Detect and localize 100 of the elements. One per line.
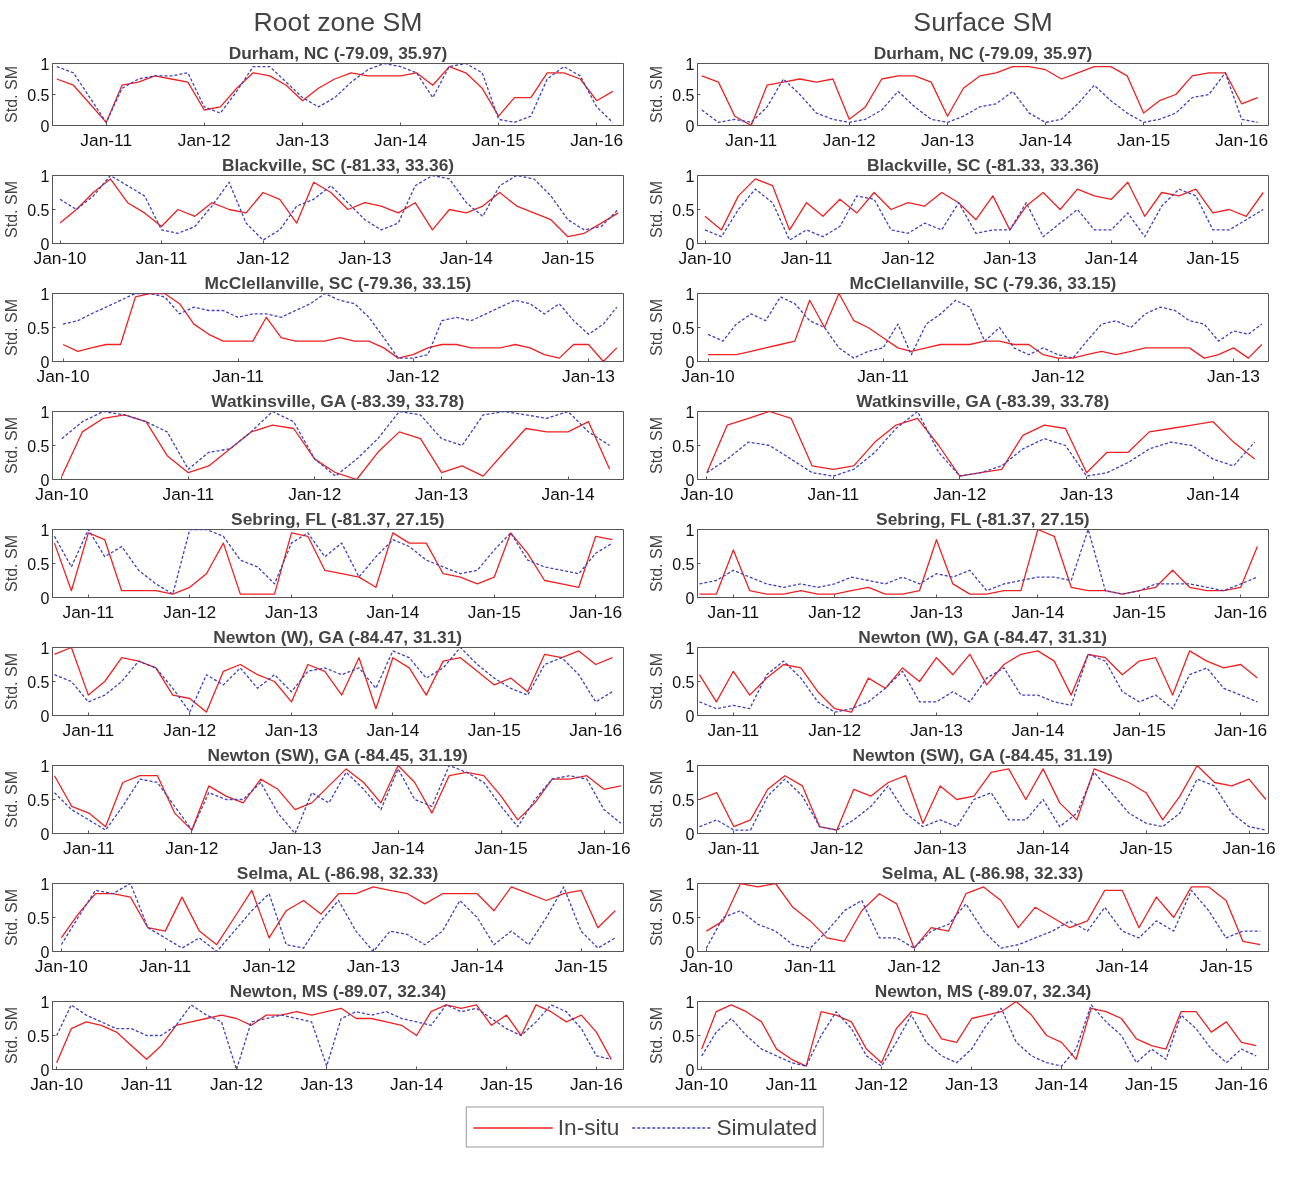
x-tick-label: Jan-14 — [1035, 1073, 1089, 1094]
x-tick-label: Jan-11 — [80, 129, 133, 150]
y-tick-label: 0.5 — [672, 437, 695, 455]
x-tick-label: Jan-13 — [913, 837, 967, 858]
x-tick-label: Jan-13 — [562, 365, 615, 386]
x-tick-label: Jan-12 — [1031, 365, 1085, 386]
x-tick-label: Jan-14 — [450, 955, 505, 976]
x-tick-label: Jan-15 — [1119, 837, 1173, 858]
chart-title: Newton, MS (-89.07, 32.34) — [229, 981, 447, 1001]
y-axis-title: Std. SM — [3, 181, 21, 238]
y-tick-label: 0.5 — [27, 909, 50, 927]
y-tick-label: 0 — [685, 707, 695, 725]
x-tick-label: Jan-11 — [784, 955, 837, 976]
y-tick-label: 1 — [40, 993, 50, 1011]
x-tick-label: Jan-12 — [810, 837, 864, 858]
x-tick-label: Jan-13 — [268, 837, 322, 858]
x-tick-label: Jan-14 — [374, 129, 428, 150]
x-tick-label: Jan-13 — [338, 247, 392, 268]
y-axis-title: Std. SM — [648, 889, 666, 946]
y-tick-label: 1 — [685, 993, 695, 1011]
chart-title: Newton (W), GA (-84.47, 31.31) — [213, 627, 463, 647]
y-tick-label: 1 — [40, 757, 50, 775]
x-tick-label: Jan-12 — [242, 955, 296, 976]
x-tick-label: Jan-12 — [386, 365, 440, 386]
x-tick-label: Jan-16 — [1215, 129, 1269, 150]
x-tick-label: Jan-14 — [390, 1073, 444, 1094]
y-axis-title: Std. SM — [3, 66, 21, 123]
y-axis-title: Std. SM — [648, 771, 666, 828]
x-tick-label: Jan-13 — [1207, 365, 1260, 386]
x-tick-label: Jan-11 — [807, 483, 860, 504]
x-tick-label: Jan-14 — [1095, 955, 1150, 976]
x-tick-label: Jan-16 — [569, 601, 623, 622]
x-tick-label: Jan-12 — [177, 129, 231, 150]
y-tick-label: 1 — [685, 639, 695, 657]
x-tick-label: Jan-14 — [439, 247, 494, 268]
x-tick-label: Jan-16 — [1222, 837, 1276, 858]
x-tick-label: Jan-13 — [264, 601, 318, 622]
text: Surface SM — [913, 6, 1053, 37]
x-tick-label: Jan-13 — [909, 601, 963, 622]
chart-title: McClellanville, SC (-79.36, 33.15) — [204, 273, 472, 293]
x-tick-label: Jan-16 — [577, 837, 631, 858]
x-tick-label: Jan-11 — [708, 837, 760, 858]
y-tick-label: 0.5 — [672, 791, 695, 809]
x-tick-label: Jan-12 — [163, 719, 217, 740]
x-tick-label: Jan-12 — [288, 483, 342, 504]
x-tick-label: Jan-13 — [1060, 483, 1114, 504]
y-tick-label: 0.5 — [27, 201, 50, 219]
x-tick-label: Jan-12 — [808, 601, 862, 622]
y-tick-label: 1 — [685, 167, 695, 185]
y-axis-title: Std. SM — [3, 1007, 21, 1064]
chart-title: Watkinsville, GA (-83.39, 33.78) — [211, 391, 465, 411]
y-tick-label: 0.5 — [27, 791, 50, 809]
x-tick-label: Jan-14 — [1016, 837, 1070, 858]
y-tick-label: 0.5 — [27, 1027, 50, 1045]
y-axis-title: Std. SM — [648, 299, 666, 356]
y-tick-label: 1 — [40, 521, 50, 539]
chart-title: Sebring, FL (-81.37, 27.15) — [231, 509, 445, 529]
y-tick-label: 0.5 — [672, 201, 695, 219]
x-tick-label: Jan-15 — [467, 719, 521, 740]
x-tick-label: Jan-12 — [822, 129, 876, 150]
x-tick-label: Jan-11 — [62, 719, 115, 740]
y-axis-title: Std. SM — [648, 181, 666, 238]
y-tick-label: 0 — [685, 589, 695, 607]
chart-title: Blackville, SC (-81.33, 33.36) — [221, 155, 455, 175]
x-tick-label: Jan-12 — [808, 719, 862, 740]
x-tick-label: Jan-11 — [212, 365, 264, 386]
chart-title: McClellanville, SC (-79.36, 33.15) — [849, 273, 1117, 293]
x-tick-label: Jan-14 — [1019, 129, 1073, 150]
x-tick-label: Jan-15 — [541, 247, 595, 268]
y-tick-label: 0 — [40, 117, 50, 135]
y-axis-title: Std. SM — [3, 535, 21, 592]
x-tick-label: Jan-13 — [909, 719, 963, 740]
chart-title: Sebring, FL (-81.37, 27.15) — [876, 509, 1090, 529]
y-tick-label: 0.5 — [672, 555, 695, 573]
x-tick-label: Jan-16 — [570, 129, 624, 150]
x-tick-label: Jan-13 — [945, 1073, 999, 1094]
x-tick-label: Jan-14 — [1011, 719, 1065, 740]
x-tick-label: Jan-12 — [887, 955, 941, 976]
y-tick-label: 0.5 — [27, 673, 50, 691]
chart-title: Watkinsville, GA (-83.39, 33.78) — [856, 391, 1110, 411]
x-tick-label: Jan-15 — [474, 837, 528, 858]
x-tick-label: Jan-16 — [1214, 1073, 1268, 1094]
y-tick-label: 0.5 — [672, 909, 695, 927]
x-tick-label: Jan-13 — [415, 483, 469, 504]
x-tick-label: Jan-15 — [1186, 247, 1240, 268]
y-tick-label: 1 — [685, 403, 695, 421]
y-axis-title: Std. SM — [3, 299, 21, 356]
x-tick-label: Jan-12 — [236, 247, 290, 268]
x-tick-label: Jan-11 — [139, 955, 192, 976]
y-tick-label: 0.5 — [672, 86, 695, 104]
y-tick-label: 0.5 — [672, 319, 695, 337]
x-tick-label: Jan-15 — [1112, 601, 1166, 622]
x-tick-label: Jan-12 — [933, 483, 987, 504]
x-tick-label: Jan-11 — [707, 601, 760, 622]
y-tick-label: 0 — [40, 825, 50, 843]
x-tick-label: Jan-15 — [554, 955, 608, 976]
x-tick-label: Jan-12 — [210, 1073, 263, 1094]
x-tick-label: Jan-15 — [1117, 129, 1171, 150]
y-tick-label: 0 — [40, 707, 50, 725]
x-tick-label: Jan-15 — [1199, 955, 1253, 976]
